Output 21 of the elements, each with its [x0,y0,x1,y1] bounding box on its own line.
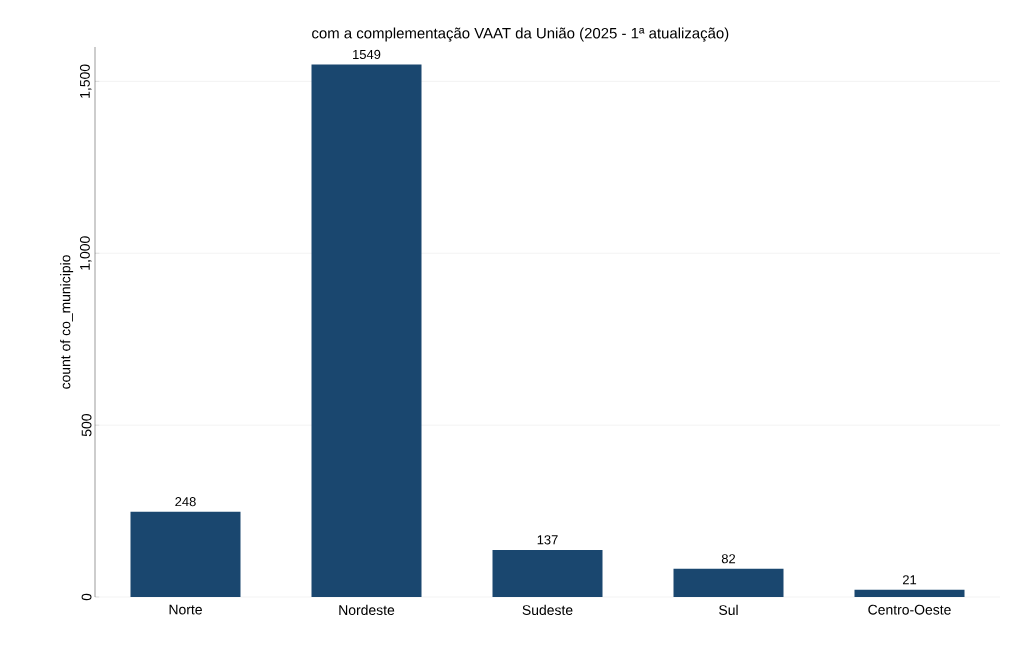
data-label: 21 [902,575,917,585]
chart-title: com a complementação VAAT da União (2025 - 1ª atualização) [312,27,729,42]
y-tick-label: 500 [81,414,92,437]
y-tick-label: 0 [81,593,92,601]
bar [673,568,784,597]
x-tick-label: Sul [719,604,738,616]
data-label: 248 [175,497,196,507]
bar [311,64,422,597]
bar [492,549,603,597]
y-axis-title: count of co_municipio [60,255,74,389]
bar [130,511,241,597]
data-label: 82 [721,554,736,564]
x-tick-label: Sudeste [522,604,573,616]
x-tick-label: Norte [169,604,202,615]
data-label: 1549 [353,49,381,60]
x-tick-label: Nordeste [339,604,395,616]
y-tick-label: 1,000 [79,236,92,270]
data-label: 137 [537,535,558,545]
bar [854,589,965,597]
y-tick-label: 1,500 [79,64,92,98]
x-tick-label: Centro-Oeste [868,604,951,615]
